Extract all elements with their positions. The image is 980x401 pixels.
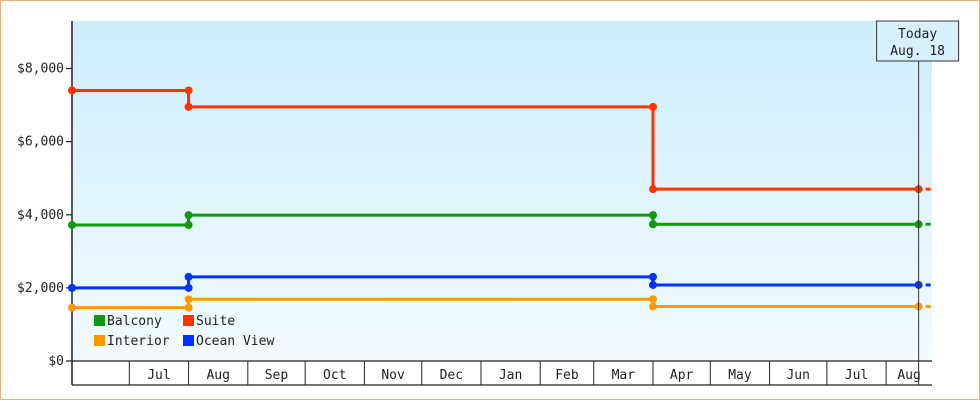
x-tick-label: Mar xyxy=(612,368,636,383)
data-point xyxy=(648,302,657,311)
legend-swatch xyxy=(94,335,105,346)
data-point xyxy=(648,211,657,220)
x-tick-label: Jun xyxy=(786,368,809,383)
data-point xyxy=(184,211,193,220)
today-date-label: Aug. 18 xyxy=(890,44,945,59)
legend-item-interior: Interior xyxy=(94,334,170,349)
legend-swatch xyxy=(183,335,194,346)
series-line xyxy=(72,297,919,310)
data-point xyxy=(68,283,76,292)
x-axis: Jul Aug Sep Oct Nov Dec Jan Feb Mar Apr May Jun Jul A… xyxy=(72,360,932,386)
data-point xyxy=(648,102,657,111)
x-tick-label: Jul xyxy=(147,368,170,383)
series-line xyxy=(72,275,919,290)
y-tick-label: $8,000 xyxy=(17,62,64,77)
today-label: Today xyxy=(898,27,937,42)
legend-label: Ocean View xyxy=(196,334,274,349)
legend-item-suite: Suite xyxy=(183,314,235,329)
data-point xyxy=(648,272,657,281)
y-axis: $0 $2,000 $4,000 $6,000 $8,000 xyxy=(17,21,73,385)
data-point xyxy=(68,303,76,312)
x-tick-label: Oct xyxy=(323,368,346,383)
series-balcony xyxy=(68,211,931,229)
data-point xyxy=(68,86,76,95)
data-point xyxy=(184,221,193,229)
series-layer xyxy=(68,86,931,312)
legend-label: Interior xyxy=(107,334,170,349)
data-point xyxy=(184,272,193,281)
data-point xyxy=(648,220,657,229)
x-tick-label: Jan xyxy=(499,368,522,383)
data-point xyxy=(184,102,193,111)
series-interior xyxy=(68,295,931,312)
x-tick-label: Apr xyxy=(670,368,694,383)
today-label-box xyxy=(876,20,960,62)
series-suite xyxy=(68,86,931,194)
x-tick-label: Dec xyxy=(440,368,463,383)
x-tick-label: May xyxy=(728,368,752,383)
legend-item-ocean-view: Ocean View xyxy=(183,334,274,349)
x-tick-label: Feb xyxy=(555,368,579,383)
plot-area xyxy=(72,21,932,361)
y-tick-label: $4,000 xyxy=(17,208,64,223)
legend-swatch xyxy=(183,315,194,326)
legend-label: Balcony xyxy=(107,314,162,329)
y-tick-label: $2,000 xyxy=(17,281,64,296)
x-tick-label: Aug xyxy=(897,368,920,383)
x-tick-label: Aug xyxy=(206,368,229,383)
data-point xyxy=(648,295,657,304)
series-line xyxy=(72,88,919,191)
series-line xyxy=(72,213,919,227)
data-point xyxy=(184,283,193,292)
today-marker: Today Aug. 18 xyxy=(876,20,960,385)
data-point xyxy=(68,221,76,229)
y-tick-label: $6,000 xyxy=(17,135,64,150)
legend-swatch xyxy=(94,315,105,326)
data-point xyxy=(184,303,193,312)
legend-item-balcony: Balcony xyxy=(94,314,162,329)
legend: Balcony Suite Interior Ocean View xyxy=(94,314,274,349)
x-tick-label: Sep xyxy=(265,368,289,383)
x-tick-label: Jul xyxy=(845,368,868,383)
data-point xyxy=(648,280,657,289)
data-point xyxy=(648,185,657,194)
data-point xyxy=(184,86,193,95)
legend-label: Suite xyxy=(196,314,235,329)
data-point xyxy=(184,295,193,304)
y-tick-label: $0 xyxy=(48,354,64,369)
x-tick-label: Nov xyxy=(381,368,405,383)
